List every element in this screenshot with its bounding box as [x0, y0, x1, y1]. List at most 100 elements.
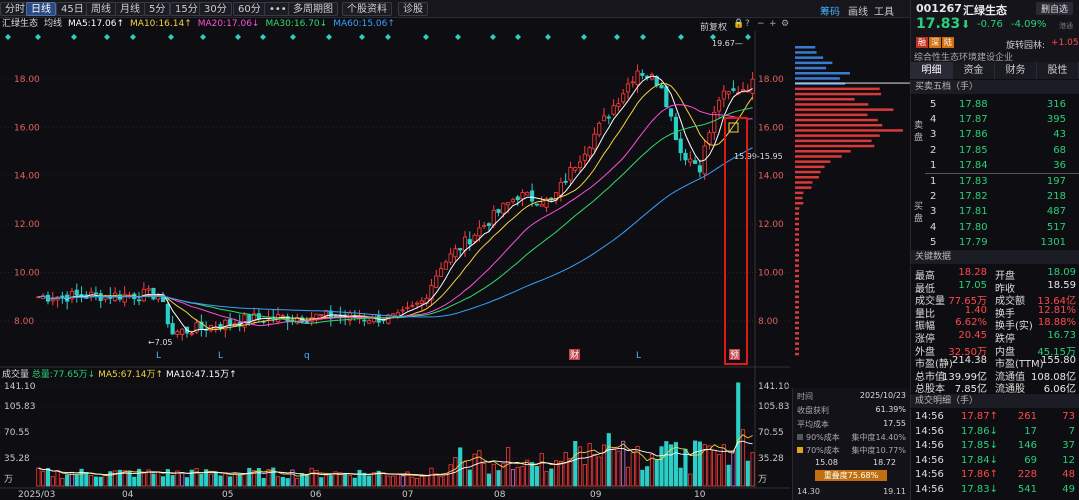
candle-body	[434, 275, 439, 288]
stat-value: 155.80	[1041, 355, 1076, 367]
volume-bar	[635, 445, 640, 487]
event-mark[interactable]: 财	[570, 349, 579, 361]
sell-level-3[interactable]: 3 17.86 43	[911, 127, 1079, 143]
date-tick: 05	[222, 490, 233, 500]
signal-diamond	[5, 34, 11, 40]
volume-bar	[391, 475, 396, 487]
buy-level-5[interactable]: 5 17.79 1301	[911, 235, 1079, 251]
volume-bar	[458, 447, 463, 487]
tab-funds[interactable]: 资金	[953, 62, 995, 79]
chip-bar	[795, 144, 875, 148]
buy-level-3[interactable]: 3 17.81 487	[911, 204, 1079, 220]
zoom-in-icon[interactable]: +	[769, 19, 777, 29]
volume-bar	[141, 472, 146, 487]
chip-bar	[795, 212, 799, 215]
period-tab-12[interactable]: 诊股	[398, 2, 428, 16]
volume-bars	[36, 382, 755, 487]
chip-date-label: 时间	[797, 392, 813, 401]
zoom-out-icon[interactable]: −	[757, 19, 765, 29]
candle-body	[606, 116, 611, 119]
event-mark-box[interactable]	[569, 349, 580, 360]
volume-bar	[381, 472, 386, 487]
volume-bar	[496, 470, 501, 487]
period-tab-11[interactable]: 个股资料	[342, 2, 392, 16]
tag-connect: 陆	[942, 37, 954, 48]
tab-finance[interactable]: 财务	[995, 62, 1037, 79]
buy-level-4[interactable]: 4 17.80 517	[911, 220, 1079, 236]
c70-hi: 18.72	[873, 458, 896, 467]
candle-body	[539, 204, 544, 207]
remove-watch-button[interactable]: 删自选	[1035, 2, 1073, 15]
period-tab-7[interactable]: 30分	[199, 2, 232, 16]
candle-body	[146, 288, 151, 291]
chip-bar	[795, 259, 799, 262]
period-tab-1[interactable]: 日线	[26, 2, 56, 16]
chip-bar	[795, 150, 851, 153]
volume-bar	[649, 453, 655, 487]
candle-body	[558, 181, 563, 196]
stat-value: 17.05	[958, 279, 987, 291]
chip-bar	[795, 222, 799, 226]
sell-level-1[interactable]: 1 17.84 36	[911, 158, 1079, 174]
board-name[interactable]: 旋转园林:	[1006, 41, 1046, 51]
candle-body	[414, 302, 420, 305]
event-mark[interactable]: L	[156, 351, 161, 361]
sell-level-num: 5	[930, 99, 937, 110]
key-stats: 最高 18.28 开盘 18.09 最低 17.05 昨收 18.59 成交量 77.65万 成交额…	[910, 265, 1079, 395]
volume-bar	[429, 467, 434, 487]
chip-bar	[795, 160, 831, 163]
trade-volume: 228	[1017, 469, 1037, 480]
sell-level-2[interactable]: 2 17.85 68	[911, 143, 1079, 159]
sell-level-4[interactable]: 4 17.87 395	[911, 112, 1079, 128]
chip-bar	[795, 243, 799, 247]
volume-bar	[669, 444, 674, 487]
volume-bar	[328, 475, 333, 487]
candle-body	[491, 209, 496, 226]
volume-bar	[314, 469, 319, 487]
toolbar-right-0[interactable]: 筹码	[820, 7, 840, 18]
chip-bar	[795, 295, 799, 299]
volume-tick-left: 35.28	[4, 454, 30, 464]
sell-level-5[interactable]: 5 17.88 316	[911, 97, 1079, 113]
event-mark-box[interactable]	[729, 349, 740, 360]
buy-level-1[interactable]: 1 17.83 197	[911, 174, 1079, 190]
period-tab-2[interactable]: 45日	[56, 2, 89, 16]
buy-level-num: 5	[930, 236, 937, 248]
volume-bar	[261, 477, 266, 487]
adjust-mode[interactable]: 前复权	[700, 23, 728, 33]
period-tab-5[interactable]: 5分	[144, 2, 171, 16]
candle-body	[319, 314, 324, 316]
tab-detail[interactable]: 明细	[911, 62, 953, 79]
tab-character[interactable]: 股性	[1037, 62, 1079, 79]
c70-lo: 15.08	[815, 458, 838, 467]
event-mark[interactable]: L	[218, 351, 223, 361]
sell-level-num: 2	[930, 144, 937, 156]
toolbar-right-2[interactable]: 工具	[874, 7, 894, 18]
volume-bar	[237, 473, 242, 487]
buy-level-num: 1	[930, 176, 937, 187]
chip-bar	[795, 202, 804, 205]
period-tab-10[interactable]: 多周期图	[288, 2, 338, 16]
volume-bar	[515, 466, 520, 487]
toolbar-right-1[interactable]: 画线	[848, 7, 868, 18]
volume-bar	[434, 473, 439, 487]
candle-body	[693, 160, 698, 164]
c90-swatch	[797, 434, 803, 440]
event-mark[interactable]: 预	[730, 350, 739, 361]
help-icon[interactable]: ?	[745, 19, 750, 29]
volume-bar	[472, 453, 477, 487]
candlestick-chart[interactable]: 18.00 18.00 16.00 16.00 14.00 14.00 12.00 12.00…	[0, 0, 910, 500]
period-tab-3[interactable]: 周线	[86, 2, 116, 16]
chip-avg: 17.55	[883, 419, 906, 428]
signal-diamond	[745, 34, 751, 40]
signal-diamond	[455, 34, 461, 40]
settings-icon[interactable]: ⚙	[781, 19, 790, 29]
chip-bar	[795, 300, 799, 304]
event-mark[interactable]: L	[636, 351, 641, 361]
buy-level-2[interactable]: 2 17.82 218	[911, 189, 1079, 205]
event-mark[interactable]: q	[304, 351, 310, 361]
stat-value: 45.15万	[1037, 346, 1076, 358]
lock-icon[interactable]: 🔒	[733, 19, 745, 29]
candle-body	[199, 321, 204, 329]
period-tab-9[interactable]: •••	[264, 2, 292, 16]
